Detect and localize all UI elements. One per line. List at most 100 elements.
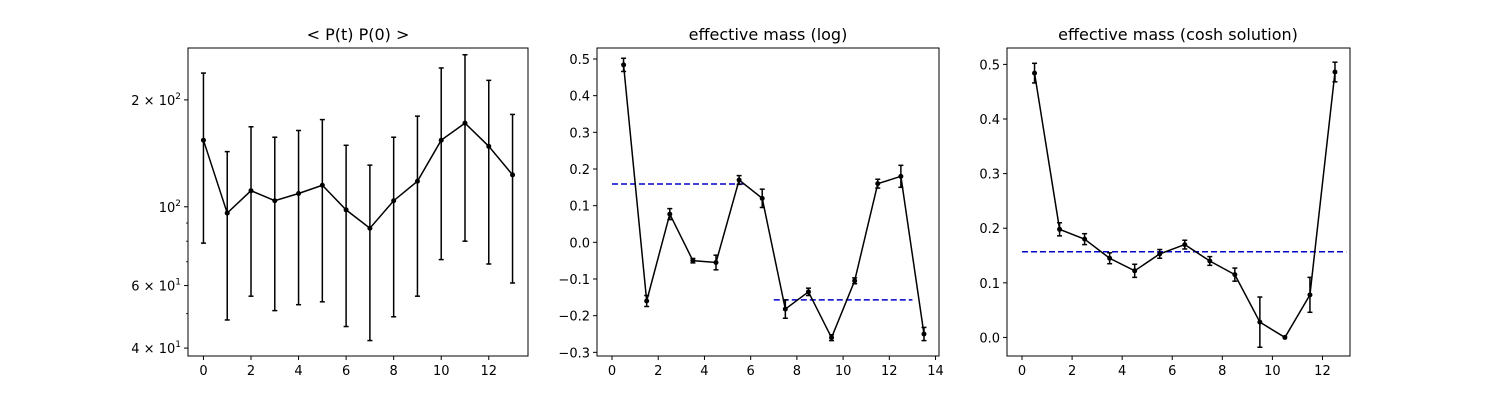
panel-effective-mass-cosh: effective mass (cosh solution) 0 2 4 6 8 10 12… — [979, 25, 1351, 379]
x-tick-label: 6 — [342, 364, 350, 379]
data-point — [1232, 272, 1238, 278]
data-point — [224, 210, 230, 216]
data-point — [1032, 70, 1038, 76]
panel-effective-mass-log: effective mass (log) 0 2 4 6 8 10 12 14 −0.3 −0.2… — [558, 25, 943, 379]
y-tick-base: 2 × 10 — [131, 94, 175, 109]
x-tick-label: 8 — [793, 364, 801, 379]
data-point — [621, 62, 627, 68]
data-point — [200, 137, 206, 143]
y-tick-base: 6 × 10 — [131, 280, 175, 295]
y-tick-label: 4 × 101 — [131, 340, 181, 357]
data-point — [296, 190, 302, 196]
data-point — [1332, 69, 1338, 75]
y-tick-base: 4 × 10 — [131, 342, 175, 357]
y-tick-exponent: 1 — [175, 340, 181, 350]
data-point — [921, 331, 927, 337]
plot-frame — [1006, 47, 1351, 357]
y-tick-label: 0.4 — [979, 113, 1000, 128]
data-point — [319, 182, 325, 188]
y-tick-label: 6 × 101 — [131, 278, 181, 295]
plot-frame — [596, 47, 940, 357]
x-tick-label: 10 — [433, 364, 450, 379]
data-point — [1257, 319, 1263, 325]
y-tick-label: 0.0 — [979, 331, 1000, 346]
series-line — [622, 64, 925, 340]
y-tick-exponent: 1 — [175, 278, 181, 288]
x-tick-label: 2 — [1068, 364, 1076, 379]
data-point — [759, 195, 765, 201]
data-point — [1132, 268, 1138, 274]
y-tick-label: −0.3 — [558, 346, 590, 361]
data-point — [1282, 334, 1288, 340]
y-tick-label: 0.1 — [569, 200, 590, 215]
data-point — [1107, 255, 1113, 261]
x-tick-label: 8 — [1218, 364, 1226, 379]
y-tick-label: 0.5 — [569, 53, 590, 68]
data-point — [644, 298, 650, 304]
y-tick-label: 0.5 — [979, 58, 1000, 73]
series-line — [1033, 71, 1336, 339]
data-point — [690, 258, 696, 264]
data-point — [510, 172, 516, 178]
y-tick-label: 0.3 — [979, 168, 1000, 183]
x-tick-label: 10 — [1264, 364, 1281, 379]
data-point — [1157, 251, 1163, 257]
plot-frame — [187, 47, 529, 357]
x-tick-label: 8 — [390, 364, 398, 379]
data-point — [343, 207, 349, 213]
data-point — [438, 137, 444, 143]
y-tick-label: 102 — [159, 199, 181, 216]
y-tick-label: 0.2 — [569, 163, 590, 178]
x-tick-label: 14 — [927, 364, 944, 379]
x-tick-label: 2 — [247, 364, 255, 379]
x-tick-label: 0 — [608, 364, 616, 379]
data-point — [486, 143, 492, 149]
data-point — [367, 225, 373, 231]
chart-title: < P(t) P(0) > — [307, 25, 410, 44]
series-line — [202, 122, 514, 230]
y-tick-label: 0.4 — [569, 90, 590, 105]
data-point — [1082, 236, 1088, 242]
x-tick-label: 4 — [700, 364, 708, 379]
y-tick-label: 0.2 — [979, 222, 1000, 237]
data-point — [805, 289, 811, 295]
x-tick-label: 4 — [1118, 364, 1126, 379]
x-tick-label: 4 — [294, 364, 302, 379]
data-point — [875, 181, 881, 187]
x-tick-label: 0 — [1018, 364, 1026, 379]
y-tick-exponent: 2 — [175, 199, 181, 209]
data-point — [1207, 258, 1213, 264]
x-tick-label: 6 — [747, 364, 755, 379]
y-tick-label: 0.1 — [979, 277, 1000, 292]
data-point — [667, 211, 673, 217]
y-tick-label: −0.1 — [558, 273, 590, 288]
data-point — [1307, 292, 1313, 298]
y-tick-exponent: 2 — [175, 92, 181, 102]
data-point — [829, 335, 835, 341]
x-tick-label: 2 — [654, 364, 662, 379]
data-point — [462, 120, 468, 126]
y-tick-label: −0.2 — [558, 310, 590, 325]
x-tick-label: 12 — [1314, 364, 1331, 379]
chart-title: effective mass (log) — [689, 25, 848, 44]
chart-title: effective mass (cosh solution) — [1058, 25, 1298, 44]
data-point — [1057, 226, 1063, 232]
data-point — [248, 188, 254, 194]
x-tick-label: 12 — [881, 364, 898, 379]
data-point — [1182, 242, 1188, 248]
y-tick-label: 2 × 102 — [131, 92, 181, 109]
data-point — [391, 198, 397, 204]
data-point — [898, 173, 904, 179]
data-point — [713, 260, 719, 265]
data-point — [414, 178, 420, 184]
x-tick-label: 6 — [1168, 364, 1176, 379]
data-point — [852, 278, 858, 284]
x-tick-label: 10 — [835, 364, 852, 379]
data-point — [272, 198, 278, 204]
data-point — [736, 177, 742, 183]
y-tick-label: 0.0 — [569, 236, 590, 251]
x-tick-label: 0 — [199, 364, 207, 379]
y-tick-base: 10 — [159, 201, 176, 216]
